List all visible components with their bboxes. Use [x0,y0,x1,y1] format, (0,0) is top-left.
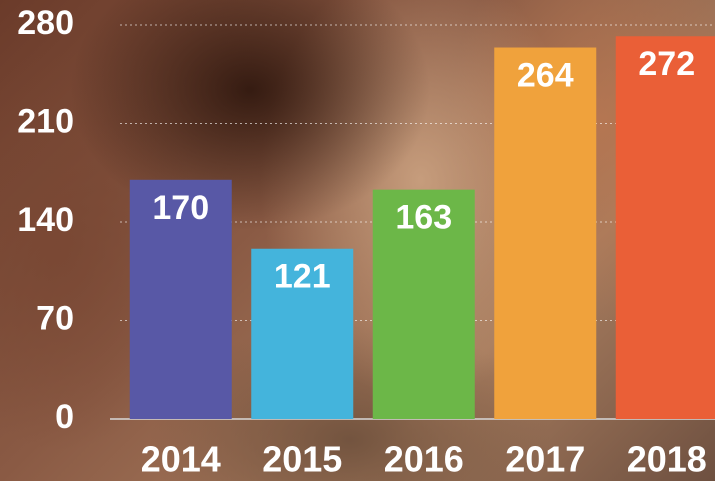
value-label: 272 [638,45,695,83]
value-label: 170 [152,189,209,227]
chart: 0 70 140 210 280 2014 170 2015 121 2016 163 2017 264… [0,0,715,481]
y-tick-label: 0 [55,398,74,436]
x-tick-label: 2018 [627,439,707,480]
x-tick-label: 2015 [262,439,342,480]
screenshot: 0 70 140 210 280 2014 170 2015 121 2016 163 2017 264… [0,0,715,481]
x-tick-label: 2016 [384,439,464,480]
x-tick-label: 2017 [505,439,585,480]
y-tick-label: 210 [17,102,74,140]
bar [494,48,596,419]
x-tick-label: 2014 [141,439,221,480]
bar [616,36,715,419]
value-label: 163 [395,199,452,237]
y-tick-label: 140 [17,201,74,239]
y-tick-label: 70 [36,299,74,337]
y-tick-label: 280 [17,4,74,42]
value-label: 121 [274,258,331,296]
value-label: 264 [517,56,574,94]
